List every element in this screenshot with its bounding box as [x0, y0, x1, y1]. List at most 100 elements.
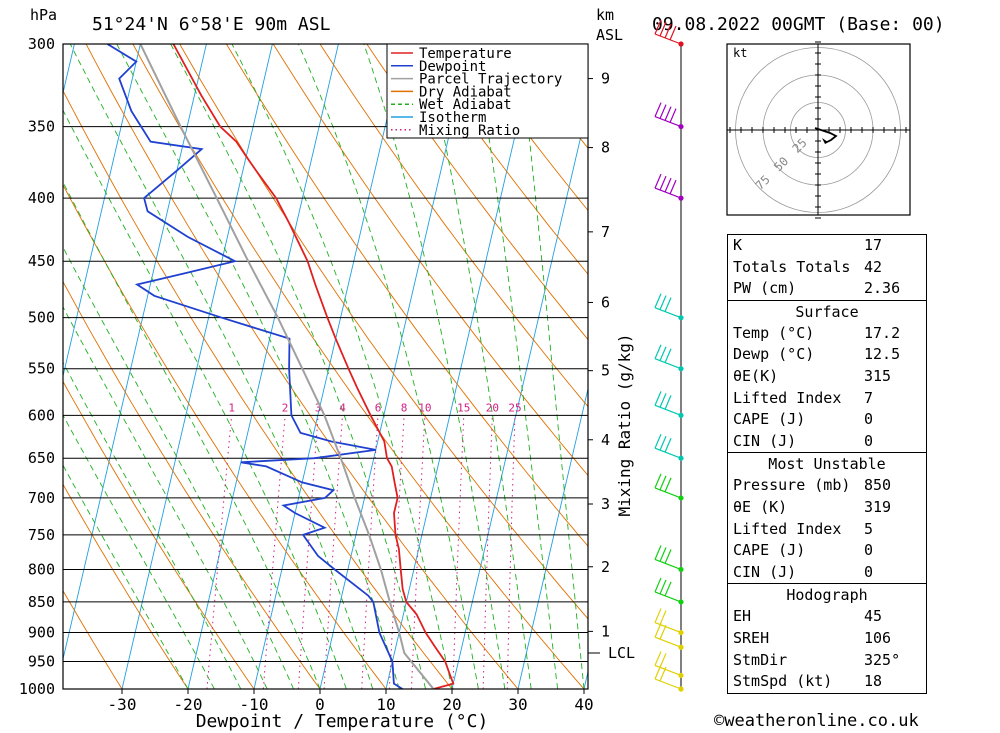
temp-tick-label: 20: [442, 695, 461, 714]
wet-adiabat-line: [422, 44, 532, 689]
wind-barb: [654, 651, 682, 676]
wind-level-dot: [678, 672, 684, 679]
legend-entry: Dewpoint: [419, 59, 486, 75]
legend-entry: Wet Adiabat: [419, 97, 512, 113]
temp-tick-label: 10: [376, 695, 395, 714]
surface-stat-label: CAPE (J): [733, 410, 806, 429]
x-axis-title: Dewpoint / Temperature (°C): [196, 711, 489, 732]
surface-title: Surface: [795, 302, 859, 321]
index-row: K 17: [728, 235, 926, 257]
mixing-ratio-label: 6: [375, 401, 382, 414]
dry-adiabat-line: [63, 184, 387, 689]
height-tick-label: 4: [601, 431, 610, 449]
wet-adiabat-lines: [63, 44, 585, 689]
hodograph-stat-row: EH 45: [728, 606, 926, 628]
plot-frame: [62, 43, 589, 690]
most-unstable-stat-row: CIN (J) 0: [728, 562, 926, 584]
height-tick-label: 7: [601, 223, 610, 241]
isobar-lines: [63, 43, 588, 690]
most-unstable-stat-label: CAPE (J): [733, 541, 806, 560]
hodograph-stat-label: SREH: [733, 628, 770, 647]
pressure-tick-label: 500: [28, 309, 55, 327]
pressure-tick-label: 750: [28, 526, 55, 544]
index-value: 2.36: [864, 279, 901, 298]
surface-stat-value: 17.2: [864, 323, 901, 342]
lcl-label: LCL: [608, 644, 635, 662]
pressure-tick-label: 700: [28, 489, 55, 507]
index-value: 17: [864, 236, 883, 254]
pressure-tick-label: 1000: [19, 680, 55, 698]
wind-barb: [654, 344, 682, 370]
height-axis: 1 2 3 4 5 6 7 8 9 LCL: [588, 70, 635, 662]
wet-adiabat-line: [474, 44, 559, 689]
legend-entry: Dry Adiabat: [419, 84, 512, 100]
mixing-ratio-labels: 1 2 3 4 6 8 10 15 20 25: [228, 401, 521, 414]
wet-adiabat-line: [116, 44, 400, 689]
height-tick-label: 1: [601, 622, 610, 640]
mixing-ratio-label: 4: [339, 401, 346, 414]
pressure-tick-label: 450: [28, 252, 55, 270]
temp-tick-label: -30: [108, 695, 137, 714]
wind-barb: [654, 577, 682, 603]
height-tick-label: 3: [601, 495, 610, 513]
most-unstable-stat-label: Pressure (mb): [733, 476, 851, 495]
height-tick-label: 5: [601, 362, 610, 380]
most-unstable-block: Most Unstable Pressure (mb) 850 θE (K) 319 L…: [727, 453, 927, 585]
mixing-ratio-label: 1: [228, 401, 235, 414]
wind-barb: [654, 664, 682, 690]
dry-adiabat-line: [319, 44, 588, 408]
storm-motion-arrow: [822, 138, 828, 144]
index-label: Totals Totals: [733, 257, 851, 276]
height-tick-label: 9: [601, 70, 610, 88]
index-row: PW (cm) 2.36: [728, 278, 926, 300]
wet-adiabat-line: [518, 44, 585, 689]
mixing-ratio-line: [452, 415, 465, 689]
wind-barb: [654, 391, 682, 416]
most-unstable-stat-label: θE (K): [733, 497, 788, 516]
temp-tick-label: -20: [174, 695, 203, 714]
header: hPa 51°24'N 6°58'E 90m ASL km ASL 09.08.…: [30, 6, 945, 44]
isotherm-line: [187, 44, 339, 689]
dry-adiabat-line: [63, 589, 123, 689]
mixing-ratio-label: 10: [418, 401, 431, 414]
temp-tick-label: 30: [508, 695, 527, 714]
hodograph-stat-row: SREH 106: [728, 628, 926, 650]
wind-barb-column: [654, 19, 684, 692]
surface-stat-value: 12.5: [864, 345, 901, 364]
legend-entry: Mixing Ratio: [419, 123, 520, 139]
most-unstable-stat-label: Lifted Index: [733, 519, 842, 538]
surface-stat-row: CIN (J) 0: [728, 431, 926, 453]
surface-stat-value: 315: [864, 366, 892, 385]
height-tick-label: 2: [601, 558, 610, 576]
most-unstable-stat-row: Pressure (mb) 850: [728, 475, 926, 497]
hodograph-stat-value: 18: [864, 672, 883, 691]
temp-tick-label: -10: [240, 695, 269, 714]
surface-stat-label: CIN (J): [733, 431, 797, 450]
height-tick-label: 8: [601, 139, 610, 157]
isotherm-line: [517, 386, 588, 689]
asl-label: ASL: [596, 26, 623, 44]
location-label: 51°24'N 6°58'E 90m ASL: [92, 14, 331, 35]
mixing-ratio-label: 2: [282, 401, 289, 414]
surface-stat-label: θE(K): [733, 366, 779, 385]
wind-barb: [654, 622, 682, 648]
temperature-axis: -30 -20 -10 0 10 20 30 40: [108, 689, 594, 714]
mixing-ratio-label: 15: [457, 401, 470, 414]
hodograph-stats-block: Hodograph EH 45 SREH 106 StmDir 325° StmSpd (k…: [727, 584, 927, 694]
indices-block: K 17 Totals Totals 42 PW (cm) 2.36: [727, 234, 927, 301]
mixing-ratio-label: 25: [508, 401, 521, 414]
mixing-ratio-label: 3: [315, 401, 322, 414]
most-unstable-stat-value: 0: [864, 541, 874, 560]
pressure-tick-label: 950: [28, 653, 55, 671]
legend-box: [386, 43, 589, 139]
pressure-tick-label: 600: [28, 406, 55, 424]
surface-stat-row: θE(K) 315: [728, 366, 926, 388]
isotherm-line: [63, 44, 207, 661]
isotherm-line: [319, 44, 471, 689]
surface-stat-label: Lifted Index: [733, 388, 842, 407]
surface-stat-value: 0: [864, 410, 874, 429]
profile-lines: [106, 44, 455, 689]
index-label: K: [733, 236, 743, 254]
legend-entry: Temperature: [419, 46, 512, 62]
index-row: Totals Totals 42: [728, 257, 926, 279]
